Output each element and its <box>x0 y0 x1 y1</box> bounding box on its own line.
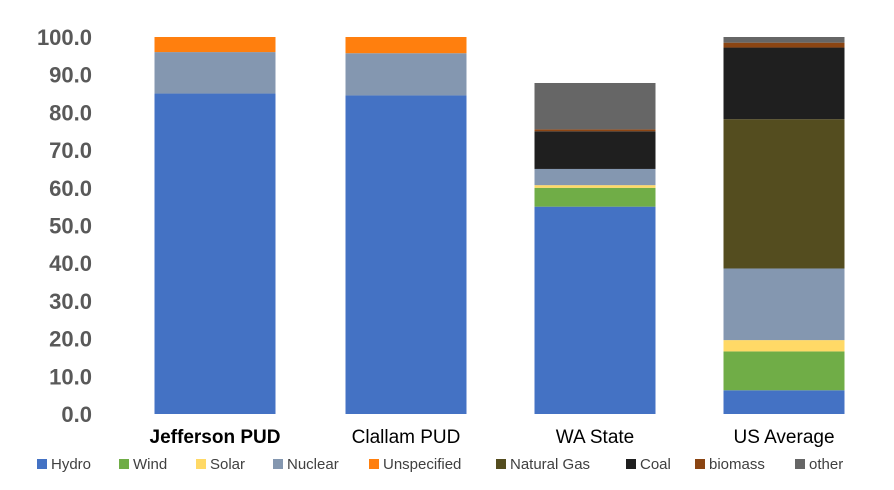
y-tick-label: 40.0 <box>49 251 92 276</box>
legend-swatch <box>196 459 206 469</box>
legend-label: biomass <box>709 456 765 473</box>
y-tick-label: 90.0 <box>49 63 92 88</box>
legend-item-nuclear: Nuclear <box>273 456 339 473</box>
y-tick-label: 20.0 <box>49 327 92 352</box>
legend-label: Coal <box>640 456 671 473</box>
bar-segment-nuclear-us-average <box>723 268 845 341</box>
legend-swatch <box>496 459 506 469</box>
legend-label: Nuclear <box>287 456 339 473</box>
category-label-us-average: US Average <box>733 427 834 448</box>
legend-item-hydro: Hydro <box>37 456 91 473</box>
legend-label: Unspecified <box>383 456 461 473</box>
bar-segment-wind-us-average <box>723 351 845 391</box>
bar-segment-hydro-us-average <box>723 390 845 414</box>
bar-segment-biomass-wa-state <box>534 129 656 132</box>
bar-segment-nuclear-wa-state <box>534 168 656 186</box>
category-label-clallam-pud: Clallam PUD <box>352 427 461 448</box>
bar-segment-hydro-jefferson-pud <box>154 93 276 415</box>
bar-segment-biomass-us-average <box>723 42 845 48</box>
y-tick-label: 50.0 <box>49 214 92 239</box>
bar-segment-solar-wa-state <box>534 185 656 188</box>
y-axis: 0.0 10.0 20.0 30.0 40.0 50.0 60.0 70.0 80.0 90.0 1… <box>37 25 92 427</box>
y-tick-label: 60.0 <box>49 176 92 201</box>
bar-segment-coal-us-average <box>723 47 845 120</box>
bar-segment-other-wa-state <box>534 82 656 130</box>
legend-label: Hydro <box>51 456 91 473</box>
legend-item-wind: Wind <box>119 456 167 473</box>
legend-swatch <box>695 459 705 469</box>
legend-swatch <box>119 459 129 469</box>
legend-item-natural-gas: Natural Gas <box>496 456 590 473</box>
legend-item-coal: Coal <box>626 456 671 473</box>
bar-segment-nuclear-clallam-pud <box>345 53 467 96</box>
legend-swatch <box>626 459 636 469</box>
legend-item-unspecified: Unspecified <box>369 456 461 473</box>
legend: Hydro Wind Solar Nuclear Unspecified Natural … <box>37 456 843 473</box>
y-tick-label: 10.0 <box>49 364 92 389</box>
legend-swatch <box>795 459 805 469</box>
y-tick-label: 30.0 <box>49 289 92 314</box>
legend-label: Solar <box>210 456 245 473</box>
legend-swatch <box>273 459 283 469</box>
legend-item-other: other <box>795 456 843 473</box>
y-tick-label: 80.0 <box>49 100 92 125</box>
bar-segment-natural-gas-us-average <box>723 119 845 269</box>
bar-segment-coal-wa-state <box>534 131 656 169</box>
bar-segment-wind-wa-state <box>534 187 656 207</box>
bar-segment-nuclear-jefferson-pud <box>154 52 276 94</box>
category-label-jefferson-pud: Jefferson PUD <box>150 427 281 448</box>
category-label-wa-state: WA State <box>556 427 635 448</box>
bar-segment-unspecified-jefferson-pud <box>154 37 276 53</box>
y-tick-label: 70.0 <box>49 138 92 163</box>
bar-segment-other-us-average <box>723 37 845 43</box>
bar-segment-unspecified-clallam-pud <box>345 37 467 54</box>
bar-segment-hydro-clallam-pud <box>345 95 467 414</box>
bars <box>154 37 845 415</box>
legend-label: Natural Gas <box>510 456 590 473</box>
legend-label: other <box>809 456 843 473</box>
bar-segment-hydro-wa-state <box>534 206 656 414</box>
legend-swatch <box>369 459 379 469</box>
legend-label: Wind <box>133 456 167 473</box>
legend-item-biomass: biomass <box>695 456 765 473</box>
bar-segment-solar-us-average <box>723 340 845 352</box>
legend-swatch <box>37 459 47 469</box>
legend-item-solar: Solar <box>196 456 245 473</box>
y-tick-label: 0.0 <box>61 402 92 427</box>
x-axis-labels: Jefferson PUD Clallam PUD WA State US Avera… <box>150 427 835 448</box>
y-tick-label: 100.0 <box>37 25 92 50</box>
